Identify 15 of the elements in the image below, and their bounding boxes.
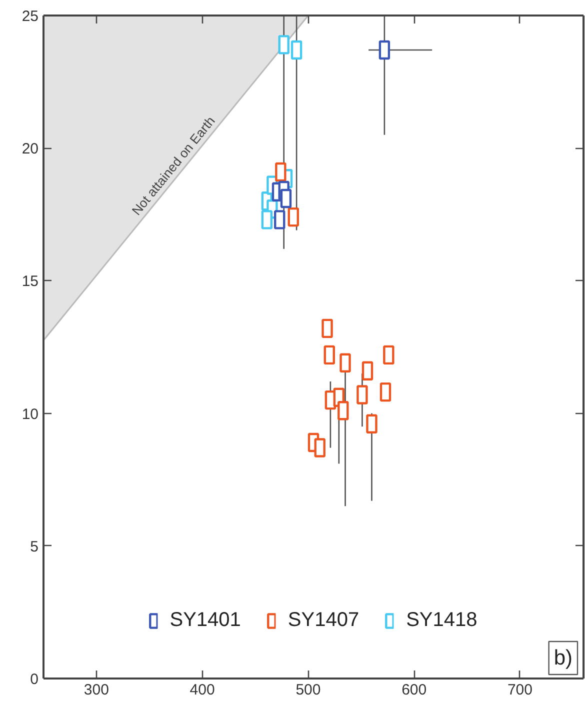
y-tick-label: 25 [22,8,39,25]
annotation: b) [554,646,573,670]
y-tick-label: 10 [22,406,39,423]
x-tick-label: 600 [402,682,427,698]
y-tick-label: 5 [30,538,38,556]
y-tick-label: 20 [22,140,39,158]
legend-label: SY1407 [288,609,360,632]
x-tick-label: 700 [507,682,532,698]
x-tick-label: 300 [84,682,109,698]
x-tick-label: 400 [190,682,215,698]
legend-label: SY1401 [170,609,241,632]
y-tick-label: 0 [30,671,38,688]
y-tick-label: 15 [22,273,39,290]
legend-label: SY1418 [406,609,478,632]
x-tick-label: 500 [296,682,321,698]
